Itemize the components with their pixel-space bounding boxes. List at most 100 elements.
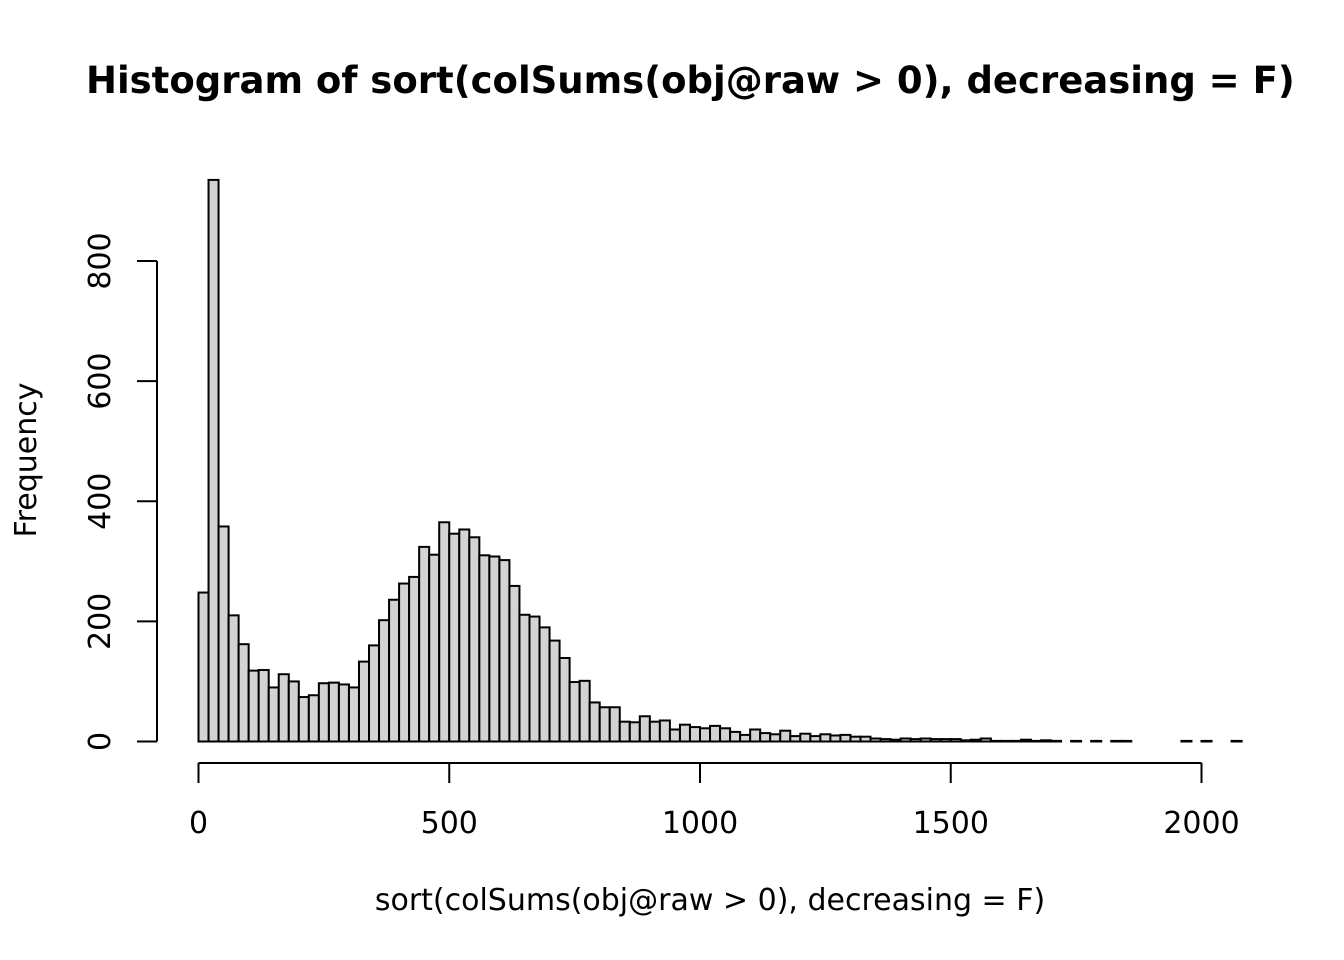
histogram-bar (678, 723, 691, 743)
histogram-bar (267, 686, 280, 743)
histogram-bar (217, 525, 230, 743)
histogram-bar (277, 673, 290, 743)
histogram-bar (297, 696, 310, 743)
histogram-bar (919, 737, 932, 743)
histogram-bar (1090, 739, 1103, 743)
histogram-bar (528, 615, 541, 743)
histogram-bar (428, 553, 441, 743)
x-axis-label: sort(colSums(obj@raw > 0), decreasing = … (375, 883, 1045, 918)
histogram-bar (508, 584, 521, 743)
histogram-bar (307, 694, 320, 743)
histogram-bar (438, 521, 451, 743)
histogram-bar (668, 728, 681, 743)
histogram-bar (498, 559, 511, 743)
histogram-bar (959, 739, 972, 743)
histogram-bar (448, 532, 461, 743)
histogram-bar (287, 680, 300, 743)
histogram-bar (789, 735, 802, 743)
histogram-bar (398, 582, 411, 743)
histogram-bar (879, 738, 892, 743)
histogram-bar (598, 706, 611, 743)
histogram-bar (347, 686, 360, 743)
chart-title: Histogram of sort(colSums(obj@raw > 0), … (86, 59, 1295, 102)
histogram-bar (618, 720, 631, 743)
histogram-bar (799, 732, 812, 743)
histogram-bar (949, 738, 962, 743)
histogram-bar (197, 591, 210, 743)
y-axis-label: Frequency (9, 383, 44, 538)
histogram-bar (418, 545, 431, 743)
histogram-bar (759, 732, 772, 743)
histogram-bar (368, 644, 381, 743)
x-tick-label: 0 (189, 806, 208, 841)
histogram-bar (889, 738, 902, 743)
histogram-bar (1180, 739, 1193, 743)
histogram-bar (588, 701, 601, 743)
histogram-bar (1040, 739, 1053, 743)
histogram-bar (869, 737, 882, 743)
histogram-bar (979, 737, 992, 743)
histogram-bars (197, 178, 1243, 743)
histogram-bar (688, 726, 701, 743)
histogram-bar (779, 729, 792, 743)
histogram-bar (388, 598, 401, 743)
histogram-bar (518, 613, 531, 743)
histogram-bar (1200, 739, 1213, 743)
histogram-bar (658, 719, 671, 743)
histogram-bar (839, 733, 852, 743)
histogram-bar (1019, 738, 1032, 743)
histogram-bar (538, 626, 551, 743)
histogram-bar (1050, 739, 1063, 743)
histogram-bar (568, 681, 581, 743)
histogram-bar (408, 575, 421, 743)
histogram-bar (327, 681, 340, 743)
histogram-bar (989, 739, 1002, 743)
histogram-bar (468, 536, 481, 743)
histogram-bar (709, 724, 722, 743)
histogram-bar (909, 738, 922, 743)
histogram-bar (939, 738, 952, 743)
histogram-bar (1070, 739, 1083, 743)
histogram-bar (699, 727, 712, 743)
histogram-bar (1120, 739, 1133, 743)
histogram-bar (558, 657, 571, 743)
histogram-bar (458, 528, 471, 743)
histogram-bar (1230, 739, 1243, 743)
histogram-bar (999, 739, 1012, 743)
y-tick-label: 200 (83, 593, 118, 650)
x-tick-label: 1500 (913, 806, 989, 841)
histogram-bar (819, 733, 832, 743)
histogram-bar (929, 738, 942, 743)
histogram-bar (638, 715, 651, 743)
histogram-bar (1029, 739, 1043, 743)
histogram-bar (357, 660, 371, 743)
histogram-bar (247, 669, 260, 743)
histogram-bar (749, 728, 762, 743)
histogram-bar (1110, 739, 1123, 743)
histogram-bar (719, 727, 732, 743)
histogram-bar (739, 733, 752, 743)
histogram-bar (257, 669, 270, 743)
histogram-bar (608, 706, 621, 743)
histogram-bar (809, 735, 822, 743)
histogram-bar (729, 730, 742, 743)
y-axis: 0 200 400 600 800 (83, 232, 158, 751)
histogram-bar (578, 679, 591, 743)
x-tick-label: 1000 (662, 806, 738, 841)
histogram-bar (969, 738, 982, 743)
histogram-bar (488, 555, 501, 743)
histogram-bar (1009, 739, 1022, 743)
y-tick-label: 800 (83, 232, 118, 289)
histogram-bar (548, 639, 561, 743)
histogram-bar (207, 178, 220, 743)
histogram-bar (899, 737, 912, 743)
histogram-bar (829, 734, 842, 743)
histogram-bar (478, 554, 491, 743)
histogram-bar (648, 720, 661, 743)
histogram-bar (237, 643, 250, 743)
histogram-bar (849, 735, 862, 743)
histogram-bar (859, 735, 872, 743)
histogram-bar (769, 733, 782, 743)
y-tick-label: 0 (83, 732, 118, 751)
